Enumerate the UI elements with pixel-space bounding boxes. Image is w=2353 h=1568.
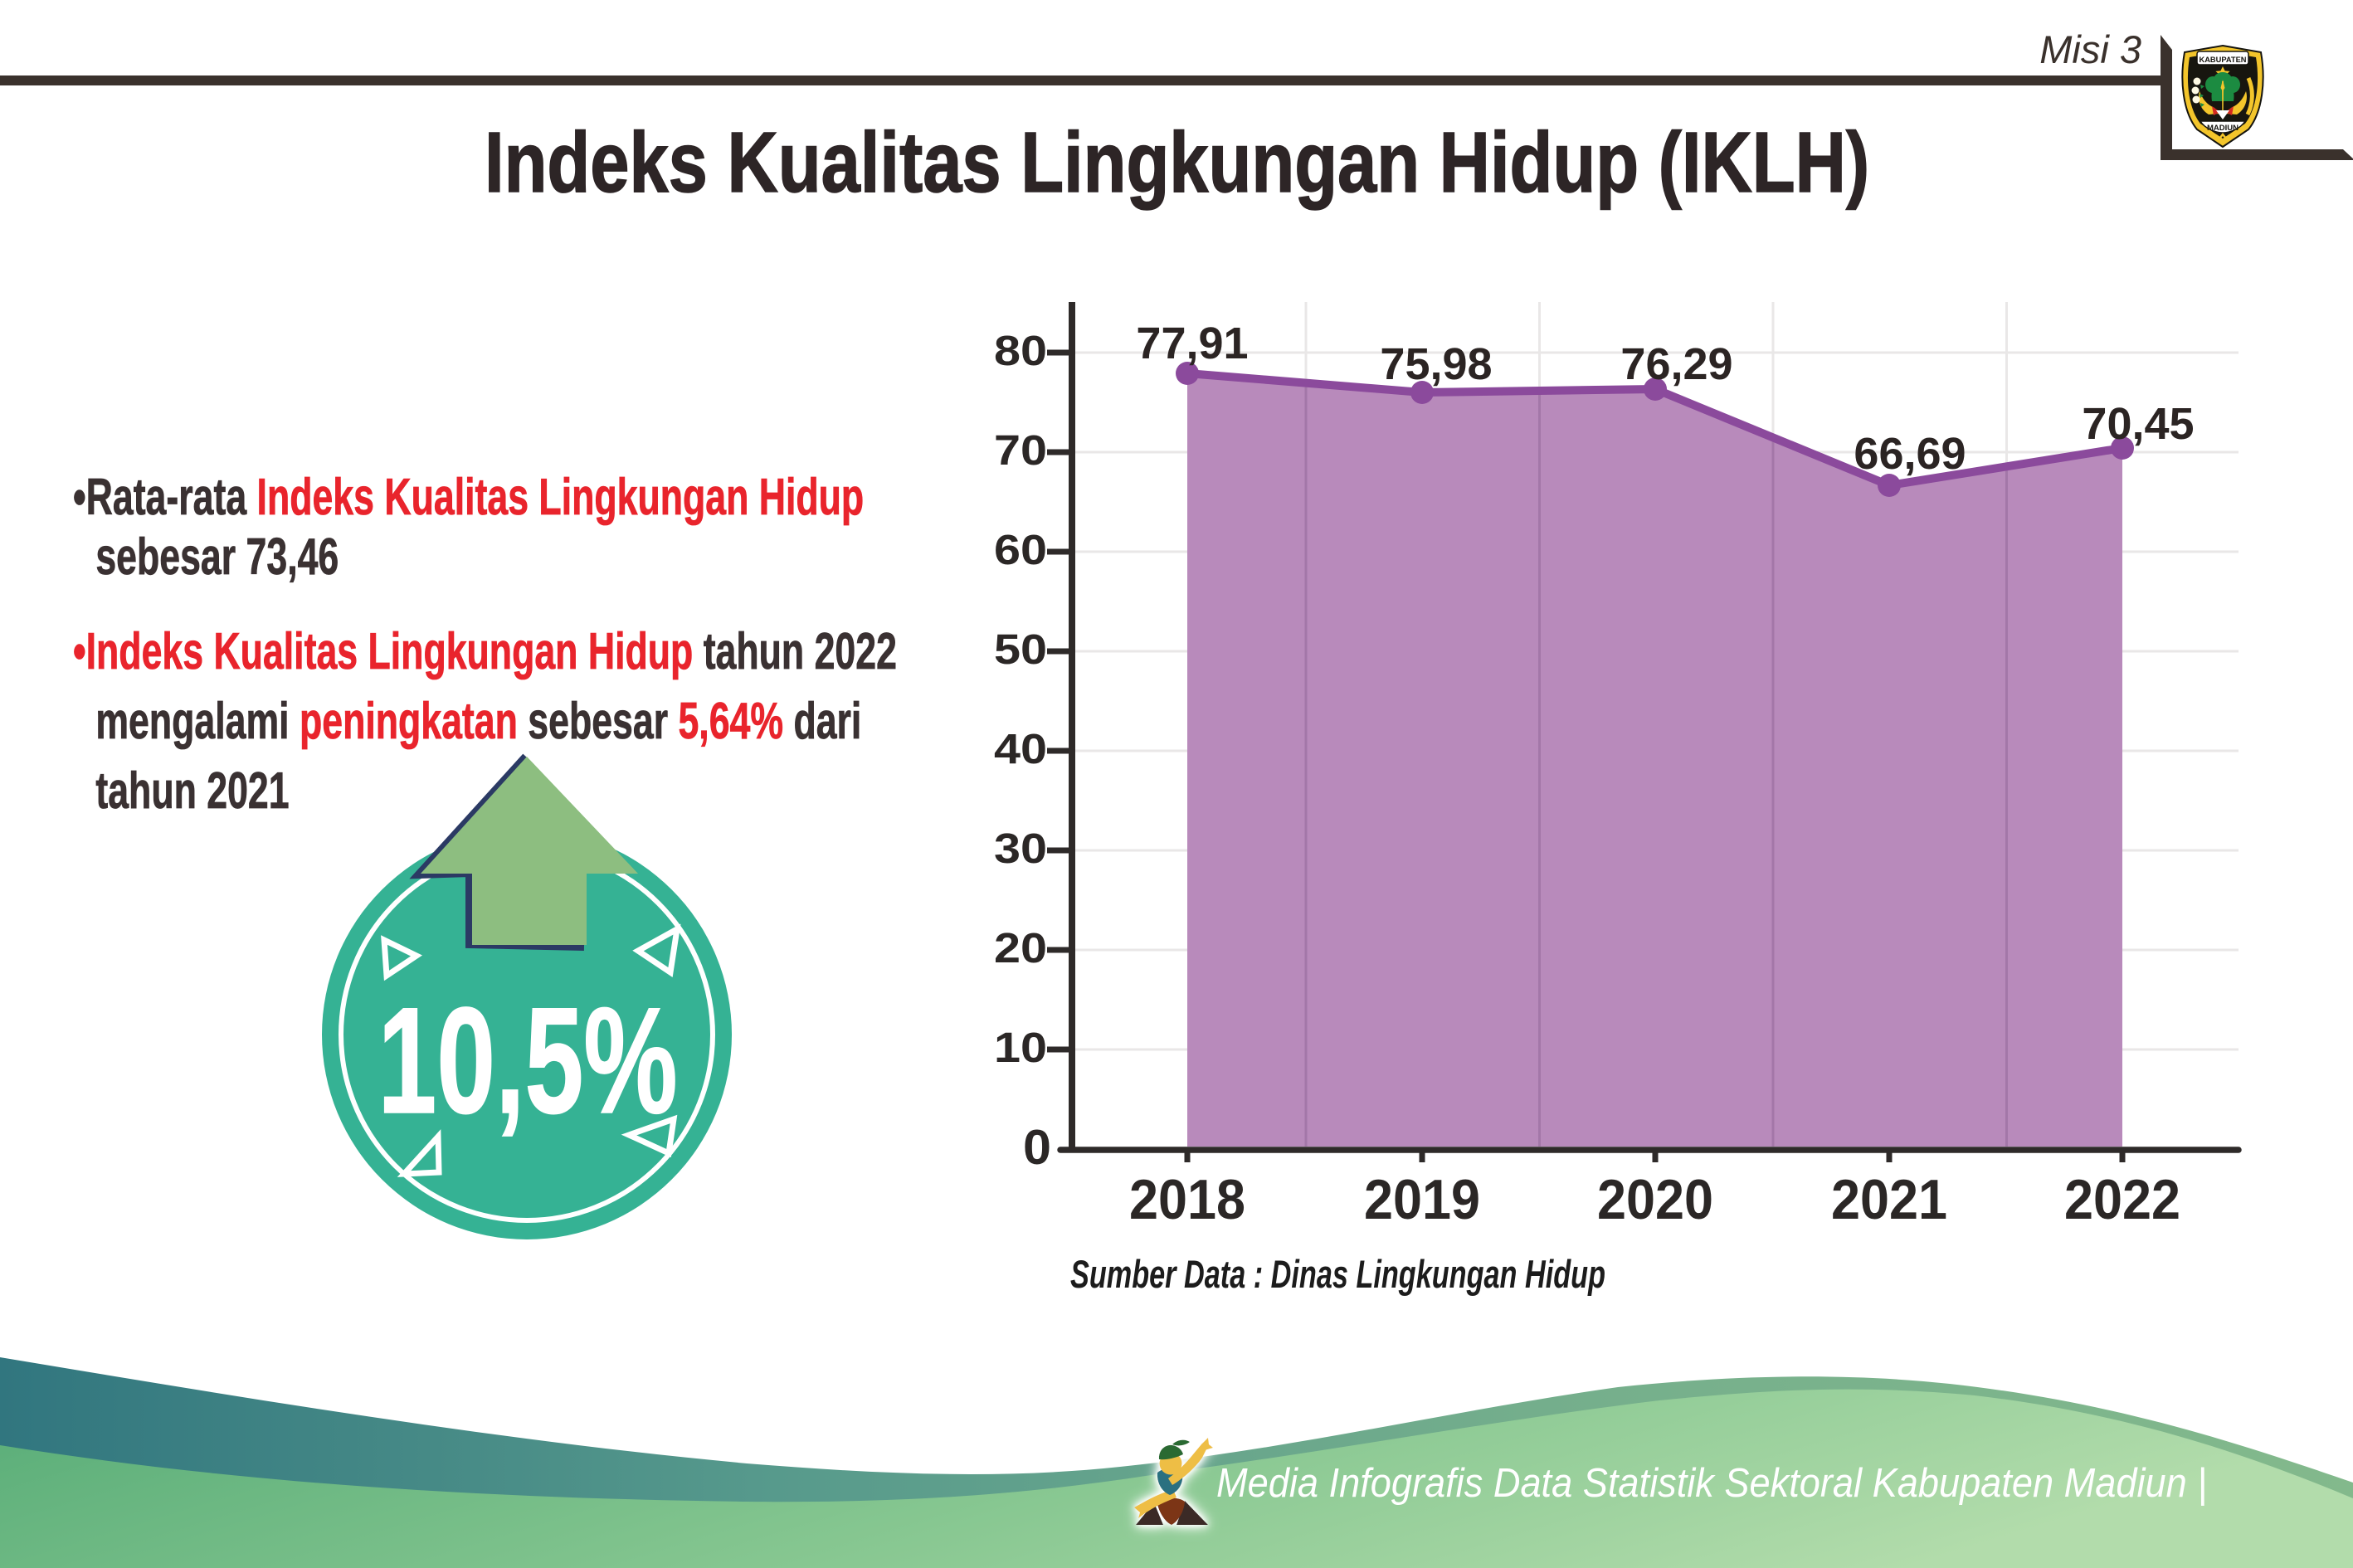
svg-text:MADIUN: MADIUN (2207, 124, 2239, 133)
svg-text:80: 80 (994, 327, 1047, 374)
svg-text:2018: 2018 (1129, 1168, 1245, 1231)
svg-text:70: 70 (994, 426, 1047, 474)
svg-text:66,69: 66,69 (1854, 429, 1966, 479)
svg-text:10,5%: 10,5% (378, 977, 677, 1146)
svg-text:76,29: 76,29 (1620, 339, 1732, 389)
svg-text:77,91: 77,91 (1136, 319, 1248, 368)
svg-text:2019: 2019 (1364, 1168, 1480, 1231)
svg-text:Sumber Data : Dinas Lingkungan: Sumber Data : Dinas Lingkungan Hidup (1070, 1252, 1605, 1296)
svg-text:2021: 2021 (1831, 1168, 1947, 1231)
svg-text:50: 50 (994, 626, 1047, 673)
svg-text:2022: 2022 (2064, 1168, 2180, 1231)
svg-text:60: 60 (994, 526, 1047, 573)
svg-text:0: 0 (1023, 1120, 1051, 1175)
svg-text:2020: 2020 (1597, 1168, 1713, 1231)
svg-text:30: 30 (994, 825, 1047, 872)
svg-text:75,98: 75,98 (1380, 339, 1492, 389)
svg-text:40: 40 (994, 725, 1047, 772)
svg-text:20: 20 (994, 924, 1047, 971)
svg-text:Media Infografis Data Statisti: Media Infografis Data Statistik Sektoral… (1216, 1461, 2207, 1506)
svg-text:10: 10 (994, 1024, 1047, 1071)
svg-text:70,45: 70,45 (2082, 399, 2194, 449)
svg-text:KABUPATEN: KABUPATEN (2200, 56, 2247, 64)
